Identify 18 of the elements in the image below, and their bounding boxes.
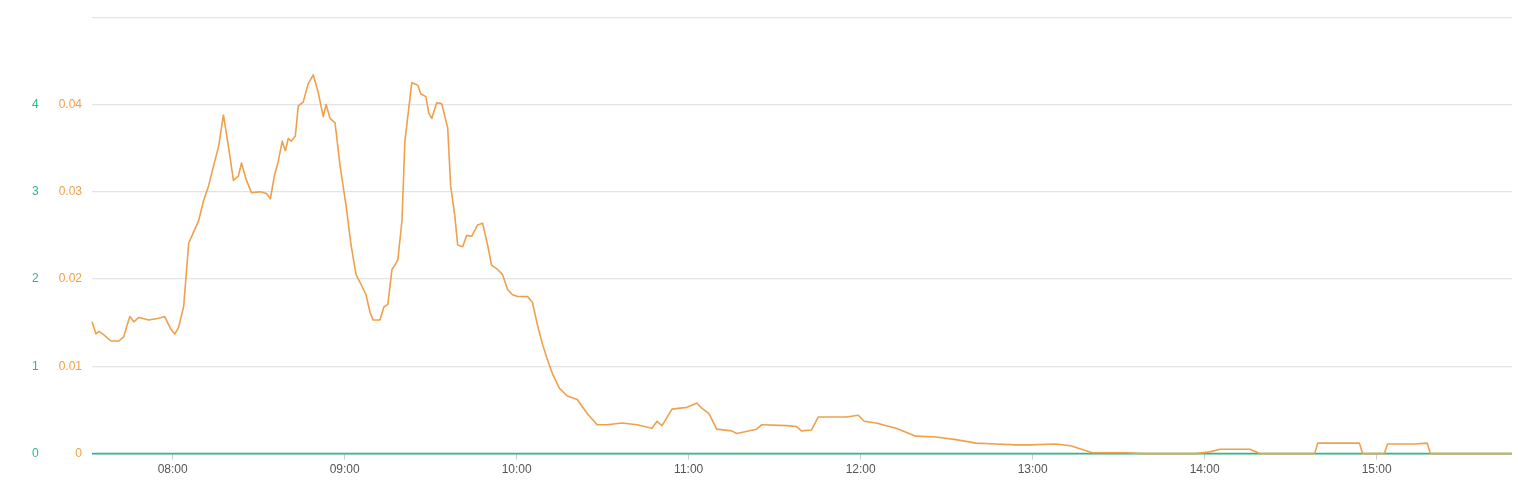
x-tick-label: 13:00 — [1017, 462, 1048, 477]
x-tick-label: 11:00 — [674, 462, 704, 477]
y2-tick-label: 1 — [31, 358, 39, 373]
y2-tick-label: 3 — [31, 184, 39, 199]
y2-tick-label: 0 — [31, 445, 39, 460]
y-tick-label: 0.03 — [58, 184, 83, 199]
y2-tick-label: 4 — [31, 96, 39, 111]
x-tick-label: 10:00 — [501, 462, 533, 477]
y-tick-label: 0.02 — [58, 271, 83, 286]
y-tick-label: 0 — [75, 445, 83, 460]
y2-tick-label: 2 — [31, 271, 39, 286]
x-tick-label: 15:00 — [1361, 462, 1392, 477]
x-tick-label: 08:00 — [157, 462, 189, 477]
y-tick-label: 0.01 — [58, 358, 83, 373]
x-tick-label: 14:00 — [1189, 462, 1220, 477]
x-tick-label: 09:00 — [329, 462, 361, 477]
x-tick-label: 12:00 — [845, 462, 876, 477]
y-tick-label: 0.04 — [58, 96, 83, 111]
